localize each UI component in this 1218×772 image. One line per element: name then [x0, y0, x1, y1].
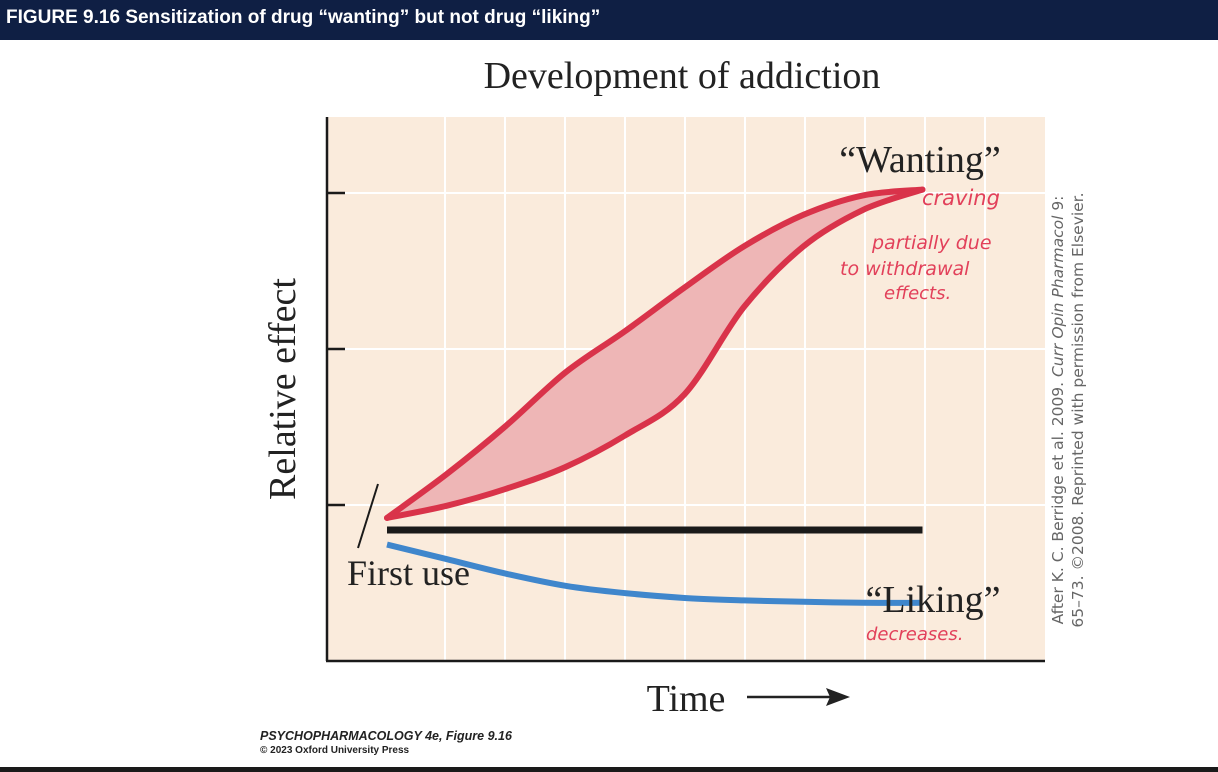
- source-credit-journal: Curr Opin Pharmacol: [1049, 215, 1067, 377]
- source-credit-line-1: After K. C. Berridge et al. 2009. Curr O…: [1049, 196, 1067, 625]
- wanting-label: “Wanting”: [839, 139, 1001, 181]
- handwritten-notes: craving partially due to withdrawal effe…: [840, 186, 1000, 645]
- figure-header: FIGURE 9.16 Sensitization of drug “wanti…: [0, 0, 1218, 40]
- note-partial-line-1: partially due: [871, 232, 992, 254]
- time-arrow: [747, 688, 850, 706]
- source-credit-line-2: 65–73. ©2008. Reprinted with permission …: [1069, 192, 1087, 627]
- first-use-label: First use: [347, 553, 470, 593]
- x-axis-label: Time: [647, 678, 726, 720]
- axes: [325, 117, 1045, 663]
- chart-title: Development of addiction: [484, 55, 881, 97]
- bottom-rule: [0, 767, 1218, 772]
- liking-line: [386, 541, 923, 606]
- press-credit: © 2023 Oxford University Press: [260, 745, 410, 756]
- first-use-pointer: [357, 483, 379, 549]
- wanting-lower-line: [384, 186, 926, 521]
- source-credit: After K. C. Berridge et al. 2009. Curr O…: [1049, 192, 1087, 627]
- y-axis-label: Relative effect: [262, 278, 304, 500]
- note-craving: craving: [922, 186, 1000, 210]
- note-partial-line-2: to withdrawal: [840, 258, 970, 280]
- source-credit-authors: After K. C. Berridge et al. 2009.: [1049, 377, 1067, 624]
- liking-label: “Liking”: [865, 579, 1000, 621]
- book-credit: PSYCHOPHARMACOLOGY 4e, Figure 9.16: [260, 729, 512, 743]
- figure-title: FIGURE 9.16 Sensitization of drug “wanti…: [6, 7, 601, 28]
- wanting-band-fill: [387, 189, 923, 518]
- series-layer: [384, 186, 926, 606]
- source-credit-volume: 9:: [1049, 196, 1067, 216]
- note-partial-line-3: effects.: [884, 283, 951, 304]
- wanting-upper-line: [384, 186, 926, 521]
- note-decreases: decreases.: [866, 624, 963, 645]
